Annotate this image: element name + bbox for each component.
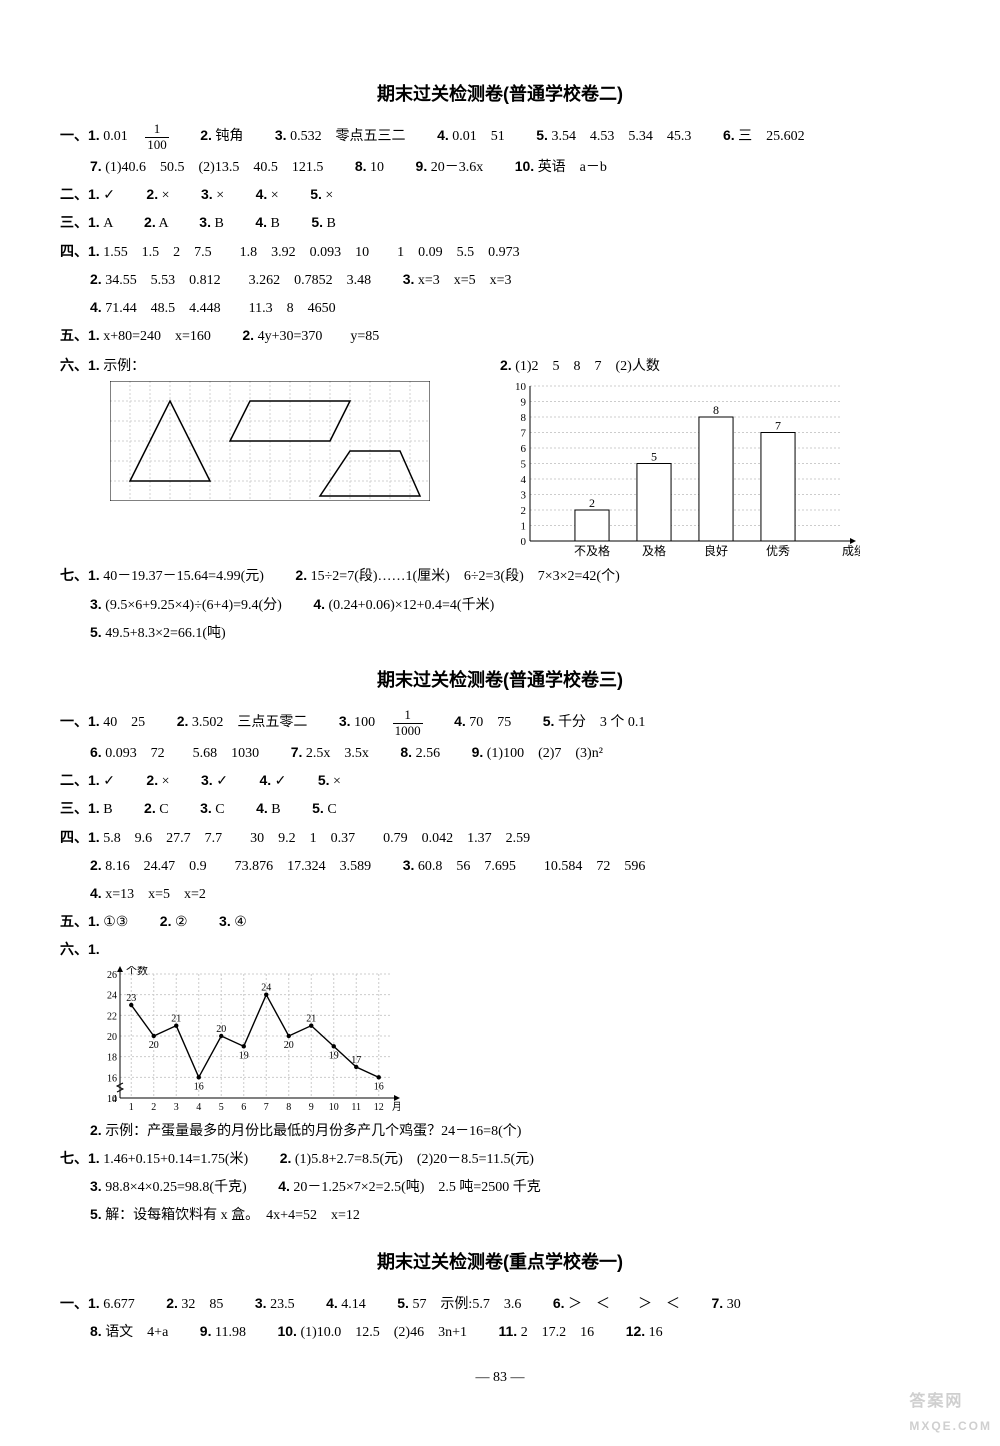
s3-q5: 五、1. ①③ 2. ② 3. ④ <box>60 909 940 935</box>
s3-q2: 二、1. ✓ 2. × 3. ✓ 4. ✓ 5. × <box>60 768 940 794</box>
s3-q4-l4: 4. x=13 x=5 x=2 <box>60 881 940 907</box>
svg-text:20: 20 <box>216 1024 226 1035</box>
svg-text:2: 2 <box>521 505 527 517</box>
s2-q1-line1: 一、1. 0.01 1100 2. 钝角 3. 0.532 零点五三二 4. 0… <box>60 122 940 152</box>
s4-q1-l1: 一、1. 6.677 2. 32 85 3. 23.5 4. 4.14 5. 5… <box>60 1291 940 1317</box>
svg-text:24: 24 <box>107 990 117 1001</box>
svg-text:20: 20 <box>284 1040 294 1051</box>
s2-q1-line2: 7. (1)40.6 50.5 (2)13.5 40.5 121.5 8. 10… <box>60 154 940 180</box>
svg-text:4: 4 <box>196 1102 201 1113</box>
svg-text:0: 0 <box>521 536 527 548</box>
s2-q4-l1: 四、1. 1.55 1.5 2 7.5 1.8 3.92 0.093 10 1 … <box>60 239 940 265</box>
svg-text:5: 5 <box>651 450 657 464</box>
s3-q6-q2: 2. 示例：产蛋量最多的月份比最低的月份多产几个鸡蛋？24－16=8(个) <box>60 1118 940 1144</box>
svg-text:18: 18 <box>107 1052 117 1063</box>
svg-text:16: 16 <box>194 1081 204 1092</box>
s2-q4-l2: 2. 34.55 5.53 0.812 3.262 0.7852 3.48 3.… <box>60 267 940 293</box>
svg-text:22: 22 <box>107 1011 117 1022</box>
svg-text:0: 0 <box>112 1094 117 1105</box>
fraction-1-100: 1100 <box>145 122 169 152</box>
s2-q5: 五、1. x+80=240 x=160 2. 4y+30=370 y=85 <box>60 323 940 349</box>
section4-title: 期末过关检测卷(重点学校卷一) <box>60 1246 940 1278</box>
svg-text:9: 9 <box>309 1102 314 1113</box>
section3-title: 期末过关检测卷(普通学校卷三) <box>60 664 940 696</box>
s3-q4-l1: 四、1. 5.8 9.6 27.7 7.7 30 9.2 1 0.37 0.79… <box>60 825 940 851</box>
svg-text:6: 6 <box>521 443 527 455</box>
svg-text:5: 5 <box>521 459 527 471</box>
svg-text:个数: 个数 <box>126 966 148 977</box>
s2-q7-l3: 5. 49.5+8.3×2=66.1(吨) <box>60 620 940 646</box>
s3-q3: 三、1. B 2. C 3. C 4. B 5. C <box>60 796 940 822</box>
s3-q1-l1: 一、1. 40 25 2. 3.502 三点五零二 3. 100 11000 4… <box>60 708 940 738</box>
svg-text:1: 1 <box>521 521 527 533</box>
svg-text:21: 21 <box>171 1013 181 1024</box>
s3-q7-l2: 3. 98.8×4×0.25=98.8(千克) 4. 20－1.25×7×2=2… <box>60 1174 940 1200</box>
svg-text:20: 20 <box>107 1032 117 1043</box>
svg-text:成绩: 成绩 <box>842 544 860 558</box>
svg-text:17: 17 <box>351 1055 361 1066</box>
svg-text:及格: 及格 <box>642 543 666 558</box>
watermark: 答案网 MXQE.COM <box>909 1388 992 1438</box>
svg-text:2: 2 <box>589 496 595 510</box>
svg-text:11: 11 <box>351 1102 361 1113</box>
svg-text:5: 5 <box>219 1102 224 1113</box>
section2-title: 期末过关检测卷(普通学校卷二) <box>60 78 940 110</box>
svg-text:19: 19 <box>239 1050 249 1061</box>
svg-text:7: 7 <box>521 428 527 440</box>
s2-q7-l1: 七、1. 40－19.37－15.64=4.99(元) 2. 15÷2=7(段)… <box>60 563 940 589</box>
s2-q3: 三、1. A 2. A 3. B 4. B 5. B <box>60 210 940 236</box>
svg-text:16: 16 <box>107 1073 117 1084</box>
svg-text:8: 8 <box>286 1102 291 1113</box>
svg-text:10: 10 <box>515 381 527 393</box>
s2-q7-l2: 3. (9.5×6+9.25×4)÷(6+4)=9.4(分) 4. (0.24+… <box>60 592 940 618</box>
s3-q6-head: 六、1. <box>60 937 940 963</box>
svg-text:8: 8 <box>521 412 527 424</box>
s3-q7-l3: 5. 解：设每箱饮料有 x 盒。 4x+4=52 x=12 <box>60 1202 940 1228</box>
svg-text:12: 12 <box>374 1102 384 1113</box>
s4-q1-l2: 8. 语文 4+a 9. 11.98 10. (1)10.0 12.5 (2)4… <box>60 1319 940 1345</box>
svg-text:不及格: 不及格 <box>574 543 610 558</box>
s3-q7-l1: 七、1. 1.46+0.15+0.14=1.75(米) 2. (1)5.8+2.… <box>60 1146 940 1172</box>
shapes-grid <box>110 381 430 501</box>
s2-q4-l4: 4. 71.44 48.5 4.448 11.3 8 4650 <box>60 295 940 321</box>
svg-text:良好: 良好 <box>704 543 728 558</box>
svg-text:20: 20 <box>149 1040 159 1051</box>
svg-text:9: 9 <box>521 397 527 409</box>
svg-text:26: 26 <box>107 970 117 981</box>
svg-text:24: 24 <box>261 982 271 993</box>
page-number: — 83 — <box>60 1365 940 1390</box>
svg-text:8: 8 <box>713 403 719 417</box>
svg-text:7: 7 <box>775 419 781 433</box>
svg-text:7: 7 <box>264 1102 269 1113</box>
s2-q6-row: 六、1. 示例： 2. (1)2 5 8 7 (2)人数 01234567891… <box>60 351 940 561</box>
svg-text:1: 1 <box>129 1102 134 1113</box>
svg-text:月份: 月份 <box>392 1101 400 1113</box>
svg-text:3: 3 <box>174 1102 179 1113</box>
svg-text:3: 3 <box>521 490 527 502</box>
svg-text:16: 16 <box>374 1081 384 1092</box>
s3-q4-l2: 2. 8.16 24.47 0.9 73.876 17.324 3.589 3.… <box>60 853 940 879</box>
svg-text:6: 6 <box>241 1102 246 1113</box>
fraction-1-1000: 11000 <box>393 708 423 738</box>
svg-text:23: 23 <box>126 993 136 1004</box>
svg-text:10: 10 <box>329 1102 339 1113</box>
svg-text:4: 4 <box>521 474 527 486</box>
svg-text:21: 21 <box>306 1013 316 1024</box>
s3-q1-l2: 6. 0.093 72 5.68 1030 7. 2.5x 3.5x 8. 2.… <box>60 740 940 766</box>
svg-text:2: 2 <box>151 1102 156 1113</box>
svg-text:19: 19 <box>329 1050 339 1061</box>
line-chart: 个数262422201816140123456789101112月份232021… <box>90 966 400 1116</box>
svg-text:优秀: 优秀 <box>766 544 790 558</box>
s2-q2: 二、1. ✓ 2. × 3. × 4. × 5. × <box>60 182 940 208</box>
bar-chart: 0 1 2 3 4 5 6 7 8 9 10 2 不及格 5 及格 8 良好 7 优秀 成绩 <box>500 381 860 561</box>
